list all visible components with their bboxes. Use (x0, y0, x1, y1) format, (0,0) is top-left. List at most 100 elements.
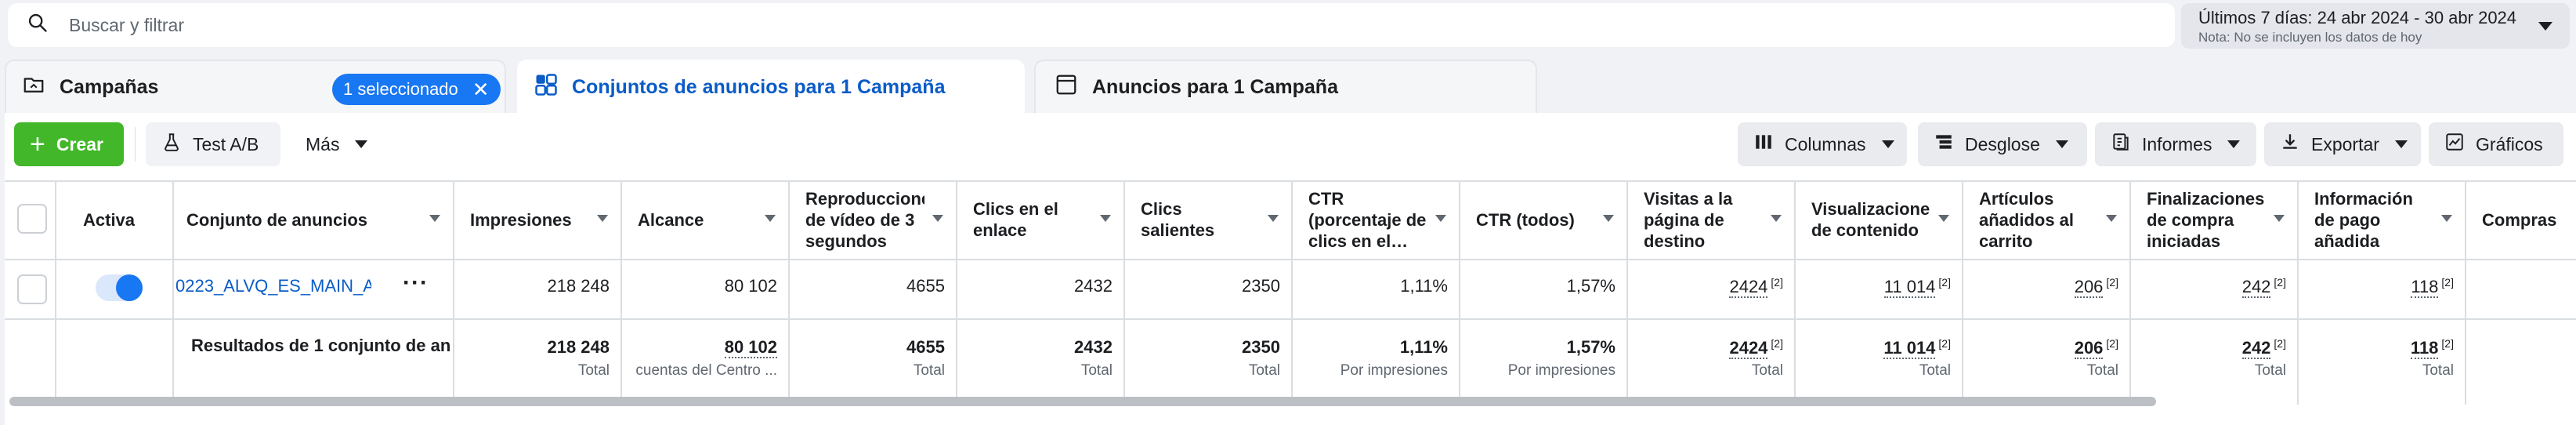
sort-icon[interactable] (597, 215, 608, 222)
cell-landing-page-views-value[interactable]: 2424 (1729, 277, 1768, 298)
header-divider (5, 259, 2576, 260)
header-payment-info-added[interactable]: Información de pago añadida (2303, 180, 2465, 259)
download-icon (2280, 132, 2311, 157)
plus-icon: + (30, 129, 45, 159)
chevron-down-icon (2394, 140, 2408, 148)
columns-button[interactable]: Columnas (1738, 122, 1907, 166)
total-payment-info-added-value[interactable]: 118 (2410, 338, 2439, 359)
header-active[interactable]: Activa (72, 180, 172, 259)
cell-add-to-cart-value[interactable]: 206 (2074, 277, 2104, 298)
header-link-clicks[interactable]: Clics en el enlace (962, 180, 1123, 259)
header-content-views[interactable]: Visualizaciones de contenido (1800, 180, 1962, 259)
row-divider (5, 318, 2576, 320)
sort-icon[interactable] (1100, 215, 1111, 222)
header-outbound-clicks[interactable]: Clics salientes (1130, 180, 1291, 259)
search-bar[interactable] (8, 3, 2175, 47)
breakdown-button[interactable]: Desglose (1918, 122, 2087, 166)
row-checkbox[interactable] (17, 274, 47, 304)
column-divider (55, 180, 56, 405)
search-icon (27, 12, 49, 38)
footnote-marker: [2] (1938, 276, 1951, 289)
total-reach-value[interactable]: 80 102 (724, 337, 777, 358)
cell-payment-info-added: 118 [2] (2411, 276, 2454, 298)
ab-test-button[interactable]: Test A/B (146, 122, 280, 166)
charts-button[interactable]: Gráficos (2429, 122, 2563, 166)
cell-video-plays: 4655 (906, 276, 945, 296)
export-label: Exportar (2311, 133, 2379, 154)
sort-icon[interactable] (1938, 215, 1949, 222)
total-checkouts-initiated: 242 [2] (2241, 337, 2286, 359)
date-range-picker[interactable]: Últimos 7 días: 24 abr 2024 - 30 abr 202… (2181, 3, 2570, 49)
footnote-marker: [2] (2106, 276, 2118, 289)
sort-icon[interactable] (932, 215, 943, 222)
reports-button[interactable]: Informes (2095, 122, 2256, 166)
cell-checkouts-initiated-value[interactable]: 242 (2241, 277, 2271, 298)
more-options-icon[interactable]: ··· (403, 270, 429, 296)
footnote-marker: [2] (1771, 276, 1783, 289)
sort-icon[interactable] (1771, 215, 1782, 222)
active-toggle[interactable] (96, 274, 143, 301)
column-divider (1626, 180, 1628, 405)
columns-label: Columnas (1785, 133, 1866, 154)
header-ctr-link[interactable]: CTR (porcentaje de clics en el… (1297, 180, 1459, 259)
header-payment-info-added-label: Información de pago añadida (2314, 188, 2413, 251)
horizontal-scrollbar[interactable] (9, 397, 2156, 406)
total-landing-page-views-sub: Total (1751, 362, 1783, 379)
tab-adsets[interactable]: Conjuntos de anuncios para 1 Campaña (517, 60, 1025, 113)
total-link-clicks: 2432 (1074, 337, 1113, 357)
total-reach: 80 102 (724, 337, 777, 358)
total-payment-info-added-sub: Total (2422, 362, 2454, 379)
total-content-views-value[interactable]: 11 014 (1883, 338, 1936, 359)
total-content-views: 11 014 [2] (1883, 337, 1951, 359)
header-landing-page-views[interactable]: Visitas a la página de destino (1633, 180, 1794, 259)
footnote-marker: [2] (1771, 337, 1783, 350)
sort-icon[interactable] (765, 215, 776, 222)
sort-icon[interactable] (1603, 215, 1614, 222)
charts-label: Gráficos (2476, 133, 2543, 154)
breakdown-label: Desglose (1965, 133, 2040, 154)
sort-icon[interactable] (2106, 215, 2117, 222)
total-impressions-sub: Total (577, 362, 610, 379)
cell-content-views: 11 014 [2] (1883, 276, 1951, 298)
sort-icon[interactable] (1268, 215, 1279, 222)
sort-icon[interactable] (1435, 215, 1446, 222)
cell-link-clicks: 2432 (1074, 276, 1113, 296)
selection-pill[interactable]: 1 seleccionado ✕ (332, 74, 501, 105)
header-outbound-clicks-label: Clics salientes (1141, 199, 1215, 240)
cell-landing-page-views: 2424 [2] (1729, 276, 1783, 298)
sort-icon[interactable] (429, 215, 440, 222)
close-icon[interactable]: ✕ (472, 78, 490, 101)
tab-adsets-label: Conjuntos de anuncios para 1 Campaña (572, 75, 946, 98)
header-add-to-cart[interactable]: Artículos añadidos al carrito (1968, 180, 2129, 259)
cell-checkouts-initiated: 242 [2] (2241, 276, 2286, 298)
cell-payment-info-added-value[interactable]: 118 (2411, 277, 2439, 298)
sort-icon[interactable] (2441, 215, 2452, 222)
header-reach[interactable]: Alcance (627, 180, 788, 259)
header-video-plays[interactable]: Reproducciones de vídeo de 3 segundos (794, 180, 956, 259)
export-button[interactable]: Exportar (2264, 122, 2421, 166)
select-all-checkbox[interactable] (17, 204, 47, 234)
tab-ads[interactable]: Anuncios para 1 Campaña (1034, 60, 1537, 113)
footnote-marker: [2] (2274, 337, 2286, 350)
header-checkouts-initiated[interactable]: Finalizaciones de compra iniciadas (2136, 180, 2297, 259)
footnote-marker: [2] (2441, 337, 2454, 350)
column-divider (1291, 180, 1293, 405)
header-impressions[interactable]: Impresiones (459, 180, 620, 259)
total-add-to-cart-value[interactable]: 206 (2074, 338, 2104, 359)
header-ctr-all[interactable]: CTR (todos) (1465, 180, 1626, 259)
total-landing-page-views-value[interactable]: 2424 (1729, 338, 1768, 359)
adset-name-link[interactable]: 0223_ALVQ_ES_MAIN_A... (175, 276, 371, 296)
column-divider (1962, 180, 1963, 405)
tab-campaigns[interactable]: Campañas 1 seleccionado ✕ (5, 60, 506, 113)
header-adset[interactable]: Conjunto de anuncios (175, 180, 453, 259)
create-button[interactable]: + Crear (14, 122, 124, 166)
header-purchases[interactable]: Compras (2471, 180, 2576, 259)
more-button[interactable]: Más (290, 122, 384, 166)
chevron-down-icon (2227, 140, 2241, 148)
search-input[interactable] (69, 14, 2028, 36)
cell-content-views-value[interactable]: 11 014 (1883, 277, 1936, 298)
total-checkouts-initiated-value[interactable]: 242 (2241, 338, 2271, 359)
chevron-down-icon (2538, 22, 2552, 31)
sort-icon[interactable] (2274, 215, 2285, 222)
total-video-plays: 4655 (906, 337, 945, 357)
